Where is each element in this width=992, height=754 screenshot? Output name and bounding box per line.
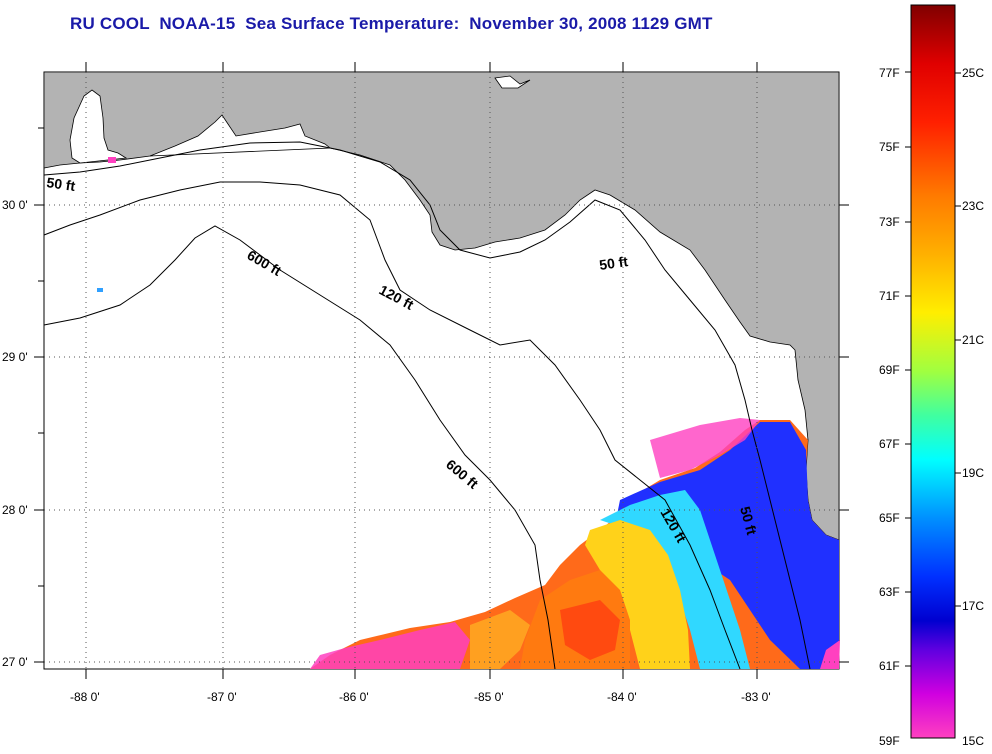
cb-f-label: 65F	[879, 511, 900, 525]
colorbar	[910, 4, 956, 739]
colorbar-ticks	[905, 71, 961, 667]
cb-f-label: 59F	[879, 734, 900, 748]
lat-label: 30 0'	[2, 198, 28, 212]
land	[43, 71, 840, 541]
lat-label: 28 0'	[2, 503, 28, 517]
lon-label: -85 0'	[474, 690, 504, 704]
cb-f-label: 69F	[879, 363, 900, 377]
colorbar-c-labels: 25C 23C 21C 19C 17C 15C	[962, 66, 984, 748]
cb-c-label: 25C	[962, 66, 984, 80]
contour-label: 50 ft	[598, 253, 629, 273]
cb-f-label: 71F	[879, 289, 900, 303]
cb-f-label: 67F	[879, 437, 900, 451]
ticks	[34, 62, 849, 679]
longitude-labels: -88 0' -87 0' -86 0' -85 0' -84 0' -83 0…	[70, 690, 771, 704]
sst-data	[97, 157, 840, 669]
lat-label: 29 0'	[2, 350, 28, 364]
lon-label: -88 0'	[70, 690, 100, 704]
map-title: RU COOL NOAA-15 Sea Surface Temperature:…	[70, 14, 713, 33]
cb-c-label: 23C	[962, 199, 984, 213]
latitude-labels: 30 0' 29 0' 28 0' 27 0'	[2, 198, 28, 669]
colorbar-f-labels: 77F 75F 73F 71F 69F 67F 65F 63F 61F 59F	[879, 66, 900, 748]
cb-f-label: 73F	[879, 215, 900, 229]
cb-f-label: 61F	[879, 659, 900, 673]
cb-f-label: 63F	[879, 585, 900, 599]
cb-c-label: 19C	[962, 466, 984, 480]
cb-c-label: 21C	[962, 333, 984, 347]
lon-label: -87 0'	[207, 690, 237, 704]
depth-contours	[43, 141, 811, 670]
contour-label: 50 ft	[46, 174, 77, 194]
lon-label: -84 0'	[607, 690, 637, 704]
cb-f-label: 75F	[879, 140, 900, 154]
cb-c-label: 15C	[962, 734, 984, 748]
lat-label: 27 0'	[2, 655, 28, 669]
cb-f-label: 77F	[879, 66, 900, 80]
cb-c-label: 17C	[962, 599, 984, 613]
lon-label: -83 0'	[741, 690, 771, 704]
lon-label: -86 0'	[339, 690, 369, 704]
contour-label: 50 ft	[737, 505, 760, 537]
